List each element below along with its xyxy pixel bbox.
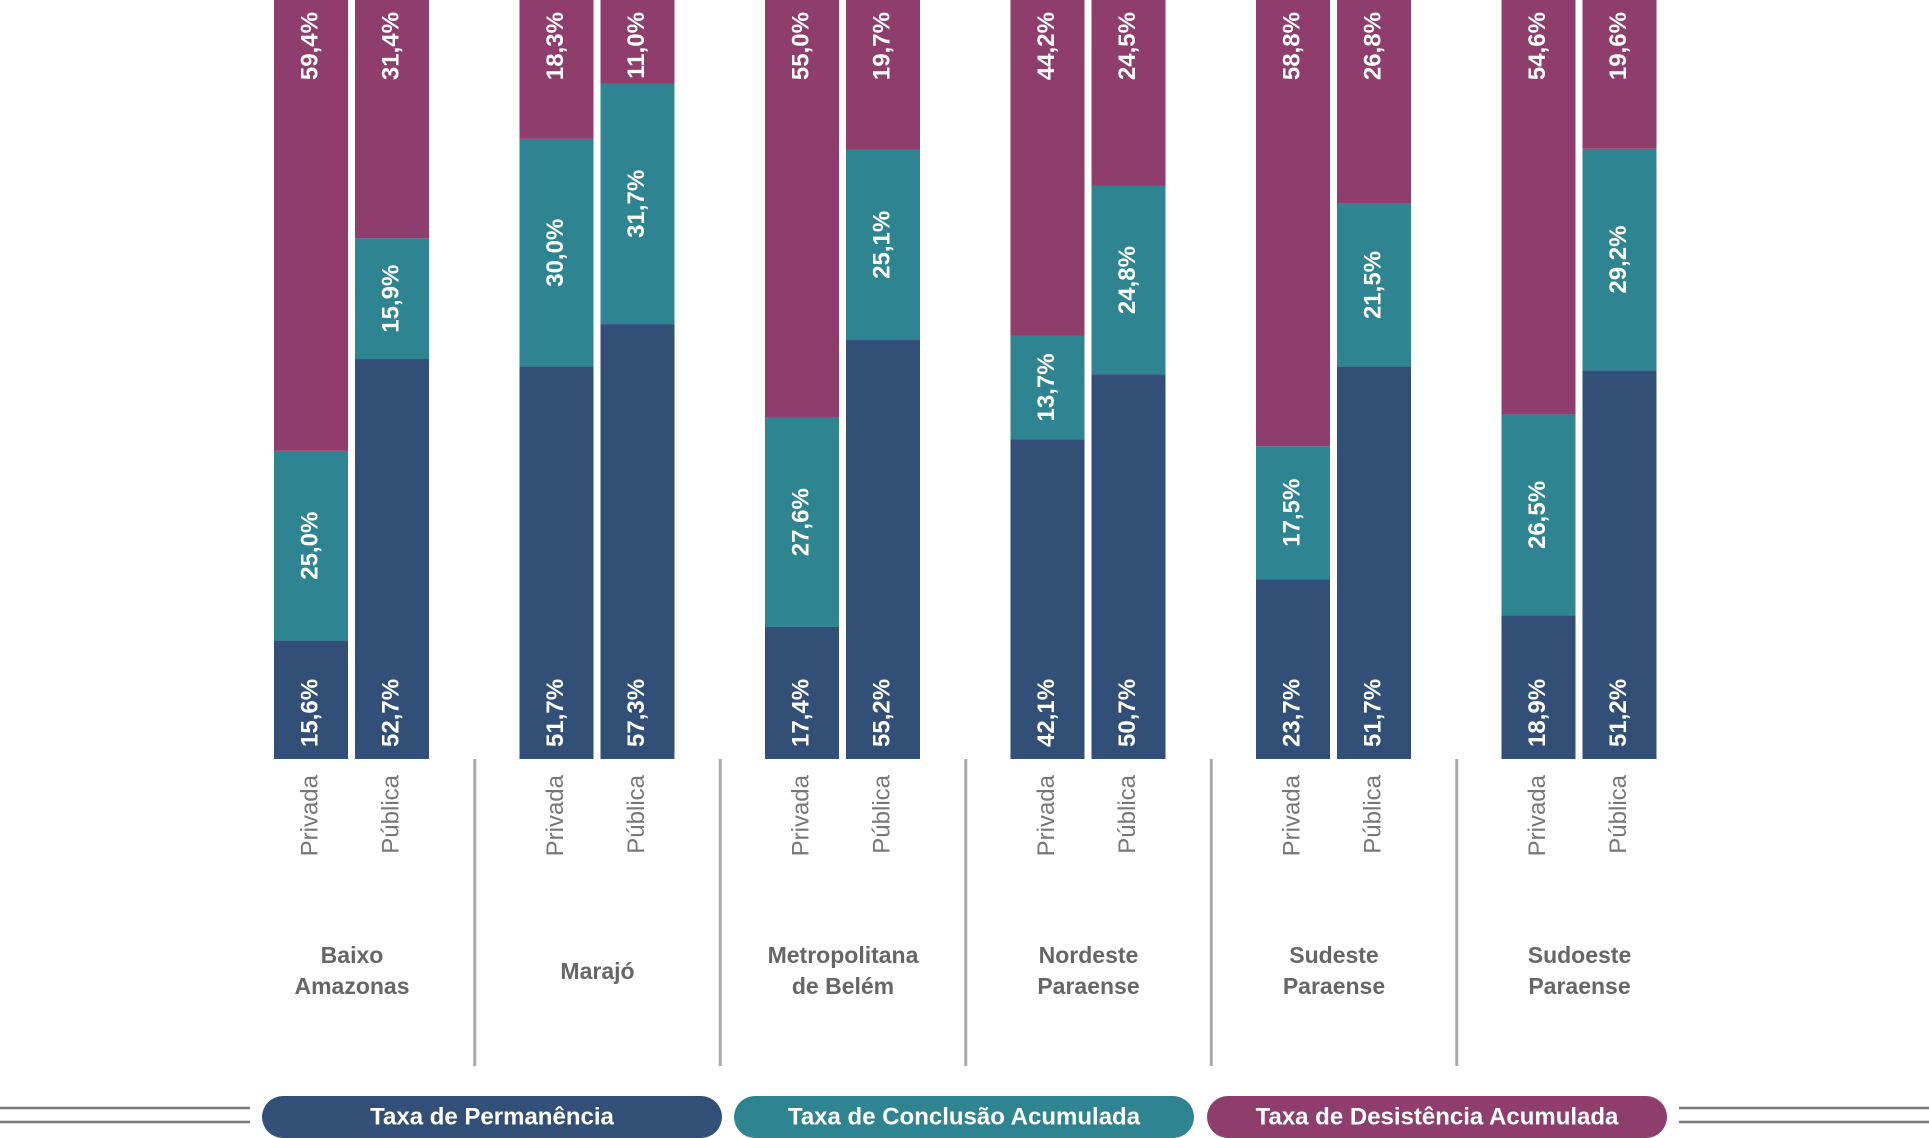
bar-segment — [274, 640, 348, 759]
value-label: 54,6% — [1524, 12, 1551, 80]
value-label: 55,0% — [787, 12, 814, 80]
value-label: 57,3% — [623, 679, 650, 747]
value-label: 15,6% — [296, 679, 323, 747]
category-label: Pública — [1114, 774, 1141, 853]
value-label: 51,2% — [1605, 679, 1632, 747]
category-label: Privada — [542, 774, 569, 856]
bar-segment — [1501, 414, 1576, 616]
bar-segment — [1256, 0, 1330, 447]
group-label: Sudoeste Paraense — [1527, 942, 1632, 999]
value-label: 13,7% — [1033, 353, 1060, 421]
value-label: 23,7% — [1278, 679, 1305, 747]
category-label: Privada — [1033, 774, 1060, 856]
value-label: 18,3% — [542, 12, 569, 80]
bar-segment — [765, 0, 839, 418]
value-label: 31,7% — [623, 170, 650, 238]
value-label: 11,0% — [623, 12, 650, 79]
value-label: 44,2% — [1033, 12, 1060, 80]
value-label: 42,1% — [1033, 679, 1060, 747]
category-label: Privada — [296, 774, 323, 856]
group-label: Nordeste Paraense — [1037, 942, 1140, 999]
value-label: 31,4% — [377, 12, 404, 80]
bar-segment — [274, 450, 348, 641]
bar-segment — [1256, 579, 1330, 759]
value-label: 50,7% — [1114, 679, 1141, 747]
value-label: 25,1% — [868, 211, 895, 279]
bar-segment — [1091, 185, 1166, 375]
value-label: 18,9% — [1524, 679, 1551, 747]
bar-segment — [355, 0, 429, 239]
bar-segment — [1091, 0, 1166, 186]
group-label: Metropolitana de Belém — [767, 942, 919, 999]
value-label: 19,6% — [1605, 12, 1632, 80]
value-label: 25,0% — [296, 512, 323, 580]
value-label: 52,7% — [377, 679, 404, 747]
bar-segment — [1582, 148, 1657, 371]
value-label: 17,4% — [787, 679, 814, 747]
bar-segment — [355, 359, 429, 759]
value-label: 21,5% — [1359, 251, 1386, 319]
category-label: Pública — [1605, 774, 1632, 853]
group-label: Sudeste Paraense — [1282, 942, 1386, 999]
bar-segment — [765, 626, 839, 759]
value-label: 17,5% — [1278, 479, 1305, 547]
bar-segment — [1582, 0, 1657, 149]
value-label: 29,2% — [1605, 226, 1632, 294]
legend-label: Taxa de Desistência Acumulada — [1256, 1103, 1619, 1130]
value-label: 24,8% — [1114, 246, 1141, 314]
bar-segment — [600, 83, 675, 325]
legend-label: Taxa de Conclusão Acumulada — [788, 1103, 1141, 1130]
bar-segment — [1337, 366, 1411, 759]
category-label: Pública — [1359, 774, 1386, 853]
category-label: Privada — [1278, 774, 1305, 856]
group-label: Baixo Amazonas — [294, 942, 410, 999]
group-label: Marajó — [560, 957, 635, 984]
legend-label: Taxa de Permanência — [370, 1103, 614, 1130]
value-label: 26,8% — [1359, 12, 1386, 80]
value-label: 24,5% — [1114, 12, 1141, 80]
value-label: 19,7% — [868, 12, 895, 80]
bar-segment — [1010, 335, 1085, 440]
bar-segment — [1337, 203, 1411, 367]
legend-swatch — [1207, 1096, 1667, 1138]
bar-segment — [846, 149, 920, 341]
bar-segment — [355, 238, 429, 360]
bar-segment — [1582, 370, 1657, 759]
bar-segment — [519, 138, 594, 367]
value-label: 27,6% — [787, 488, 814, 556]
value-label: 58,8% — [1278, 12, 1305, 80]
value-label: 51,7% — [542, 679, 569, 747]
legend-swatch — [262, 1096, 722, 1138]
bar-segment — [274, 0, 348, 451]
bar-segment — [600, 0, 675, 84]
value-label: 59,4% — [296, 12, 323, 80]
value-label: 51,7% — [1359, 679, 1386, 747]
bar-segment — [1501, 0, 1576, 415]
bar-segment — [1337, 0, 1411, 204]
bar-segment — [846, 0, 920, 150]
bar-segment — [1010, 439, 1085, 759]
bar-segment — [1256, 446, 1330, 580]
bar-segment — [600, 324, 675, 759]
bar-segment — [519, 0, 594, 139]
category-label: Pública — [868, 774, 895, 853]
category-label: Privada — [1524, 774, 1551, 856]
value-label: 30,0% — [542, 219, 569, 287]
bar-segment — [1091, 374, 1166, 759]
value-label: 26,5% — [1524, 481, 1551, 549]
value-label: 15,9% — [377, 265, 404, 333]
category-label: Pública — [623, 774, 650, 853]
value-label: 55,2% — [868, 679, 895, 747]
bar-segment — [519, 366, 594, 759]
category-label: Privada — [787, 774, 814, 856]
bar-segment — [1501, 615, 1576, 759]
legend-swatch — [734, 1096, 1194, 1138]
category-label: Pública — [377, 774, 404, 853]
bar-segment — [846, 340, 920, 759]
bar-segment — [765, 417, 839, 627]
bar-segment — [1010, 0, 1085, 336]
